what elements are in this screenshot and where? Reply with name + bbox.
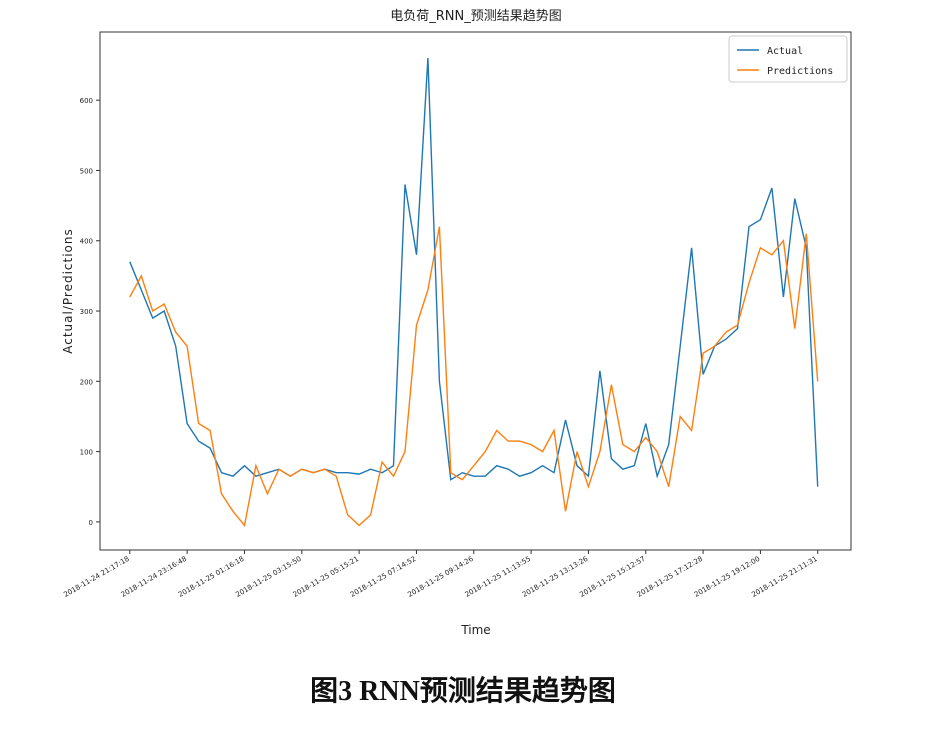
legend-label: Predictions (767, 66, 833, 77)
plot-frame (99, 31, 852, 551)
series-line (129, 57, 819, 487)
chart-title: 电负荷_RNN_预测结果趋势图 (390, 8, 561, 24)
y-tick-label: 0 (89, 519, 93, 527)
y-tick-label: 100 (80, 449, 93, 457)
figure-caption: 图3 RNN预测结果趋势图 (310, 675, 616, 707)
y-axis-label: Actual/Predictions (61, 228, 75, 354)
y-tick-label: 400 (80, 238, 93, 246)
y-tick-label: 200 (80, 378, 93, 386)
x-axis-label: Time (460, 623, 490, 637)
y-tick-label: 600 (80, 97, 93, 105)
y-tick-label: 500 (80, 167, 93, 175)
legend-label: Actual (767, 46, 803, 57)
series-line (129, 226, 819, 528)
y-tick-label: 300 (80, 308, 93, 316)
